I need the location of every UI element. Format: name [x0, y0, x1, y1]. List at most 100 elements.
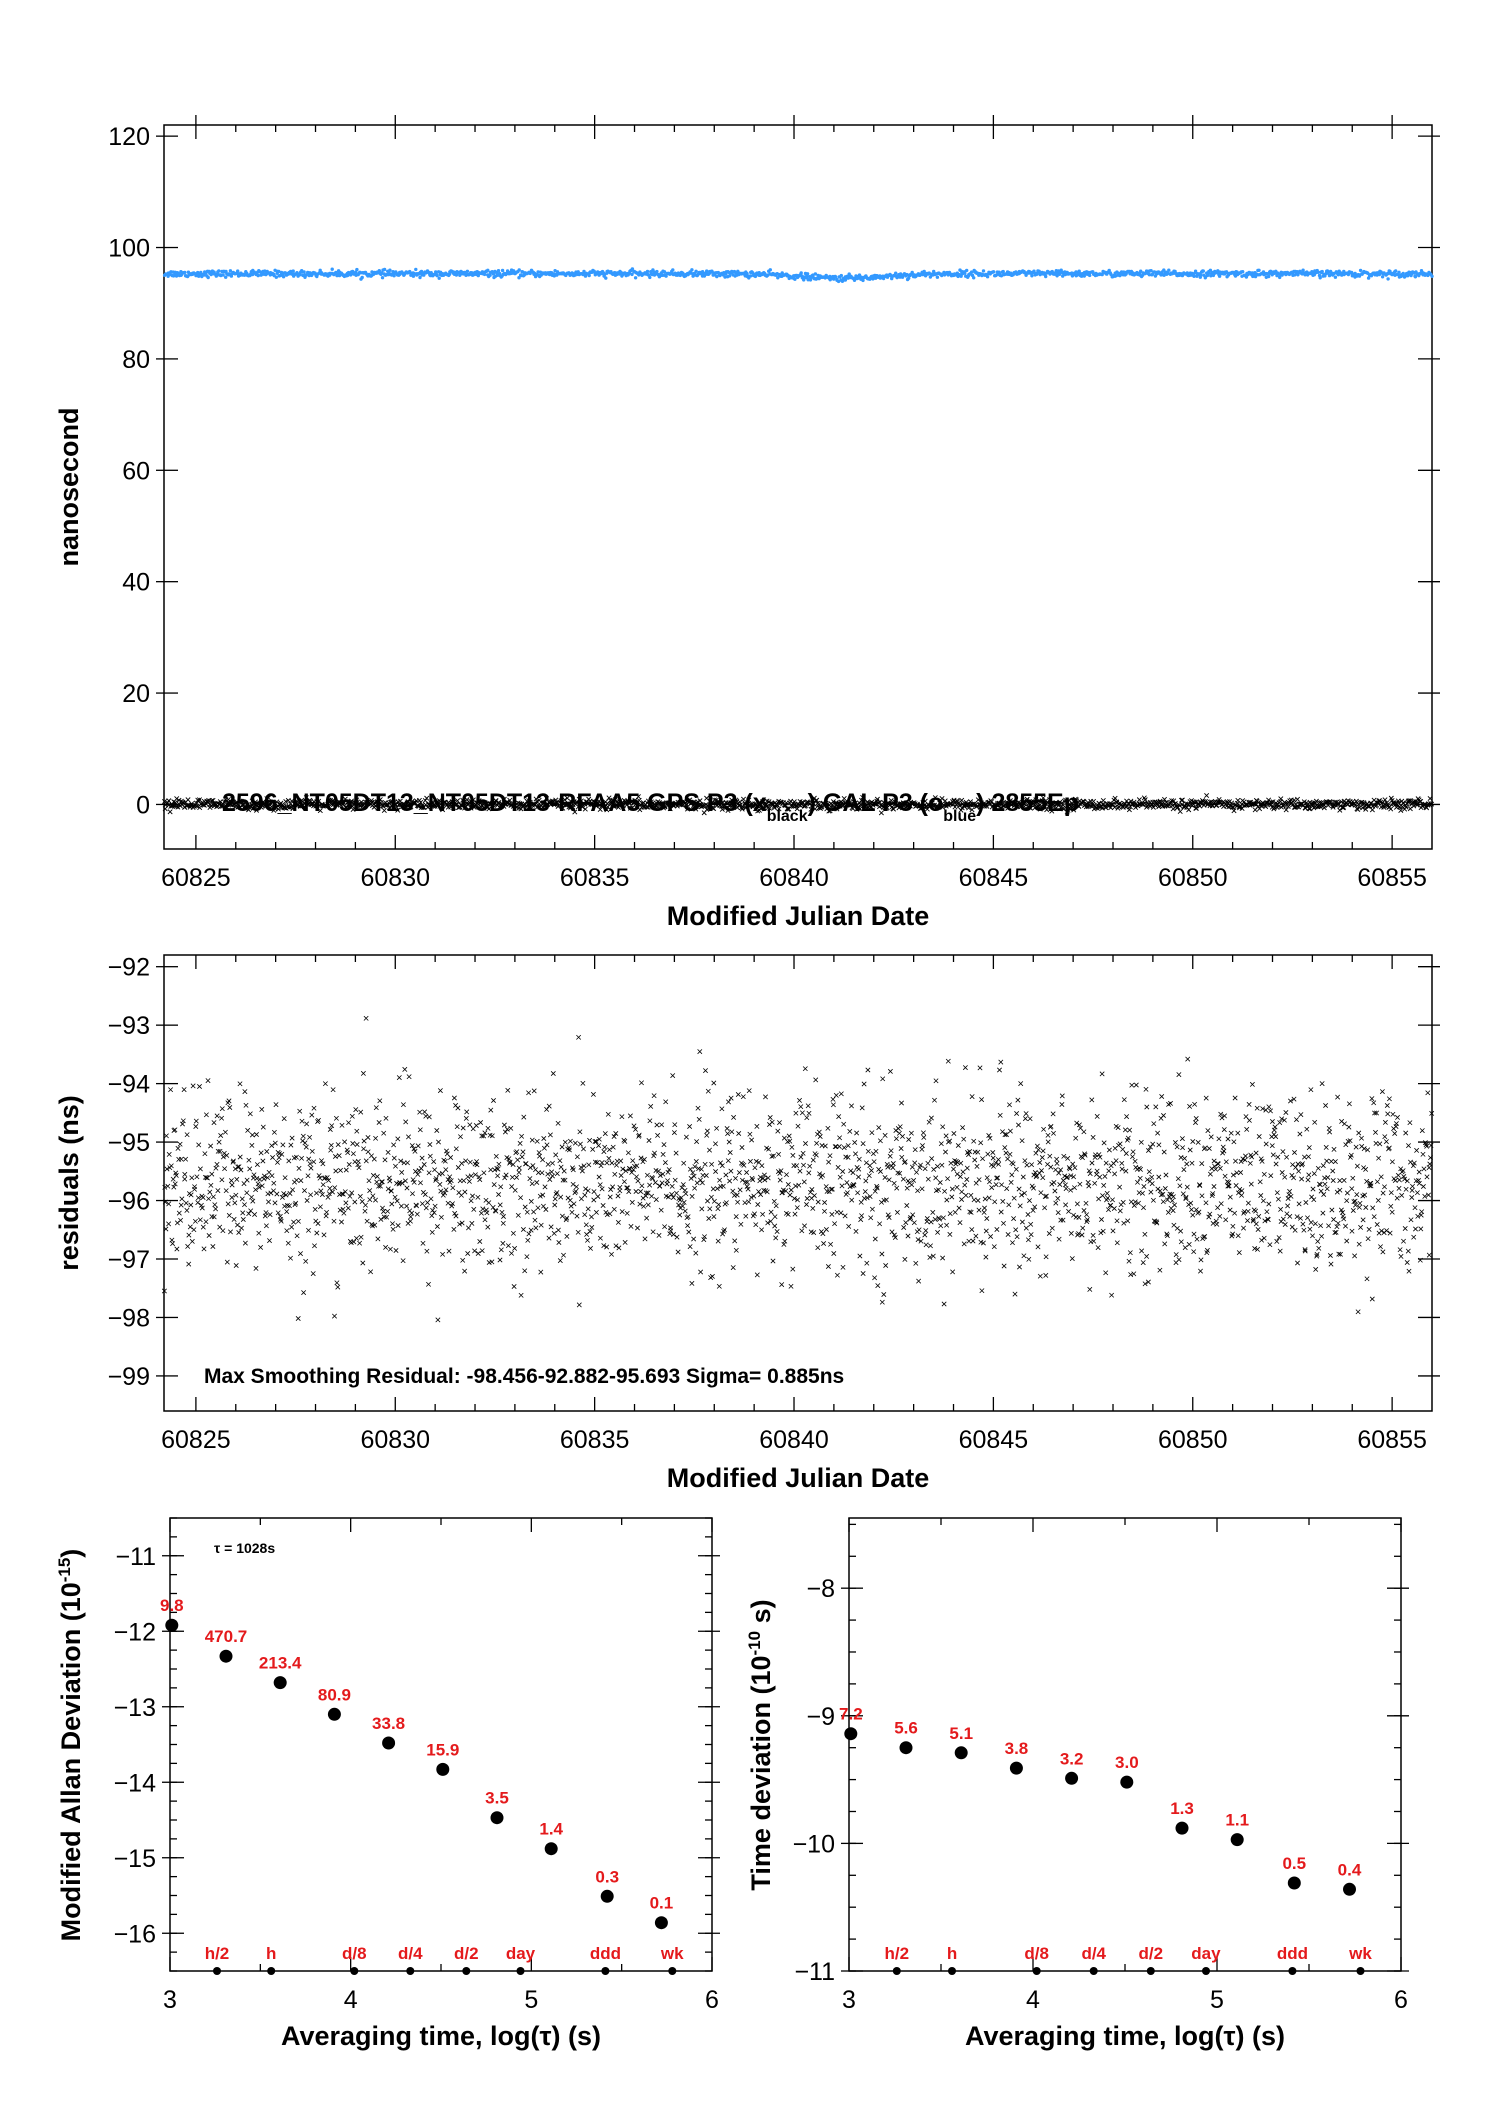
residual-point: [355, 1158, 361, 1164]
residual-point: [361, 1146, 367, 1152]
residual-point: [364, 1218, 370, 1224]
residual-point: [403, 1119, 409, 1125]
residual-point: [709, 1273, 715, 1279]
residual-point: [281, 1116, 287, 1122]
residual-point: [1053, 1200, 1059, 1206]
residual-point: [1140, 1190, 1145, 1196]
gal-point: [1139, 269, 1143, 273]
residual-point: [252, 1212, 258, 1217]
x-tick-label: 60835: [560, 864, 630, 892]
residual-point: [743, 1213, 749, 1219]
residual-point: [538, 1222, 544, 1228]
gal-point: [671, 268, 675, 272]
residual-point: [702, 1161, 708, 1167]
residual-point: [523, 1161, 529, 1167]
gal-point: [705, 269, 709, 273]
residual-point: [1073, 1135, 1079, 1141]
residual-point: [1057, 1182, 1063, 1187]
residual-point: [611, 1206, 617, 1212]
residual-point: [714, 1125, 720, 1131]
gps-point: [167, 809, 173, 815]
residual-point: [753, 1222, 759, 1228]
gal-point: [972, 276, 976, 280]
residual-point: [663, 1099, 669, 1105]
panel2-frame: [163, 954, 1433, 1412]
residual-point: [311, 1105, 317, 1111]
residual-point: [876, 1125, 882, 1131]
residual-point: [602, 1131, 608, 1137]
residual-point: [1098, 1230, 1104, 1236]
residual-point: [955, 1143, 961, 1148]
residual-point: [1149, 1181, 1155, 1187]
residual-point: [683, 1134, 689, 1140]
residual-point: [849, 1197, 855, 1203]
residual-point: [1165, 1209, 1171, 1215]
residual-point: [506, 1156, 512, 1162]
residual-point: [1021, 1253, 1027, 1259]
residual-point: [271, 1129, 277, 1135]
residual-point: [294, 1233, 300, 1239]
residual-point: [367, 1197, 373, 1203]
residual-point: [500, 1240, 506, 1246]
residual-point: [706, 1216, 712, 1221]
residual-point: [526, 1231, 532, 1237]
residual-point: [1138, 1139, 1144, 1145]
residual-point: [360, 1070, 366, 1076]
residual-point: [841, 1121, 847, 1127]
residual-point: [1106, 1147, 1112, 1153]
residual-point: [1096, 1196, 1102, 1202]
residual-point: [922, 1166, 928, 1172]
residual-point: [470, 1193, 475, 1199]
residual-point: [500, 1220, 506, 1226]
residual-point: [248, 1208, 254, 1214]
residual-point: [197, 1217, 203, 1223]
residual-point: [197, 1084, 202, 1089]
residual-point: [409, 1210, 415, 1216]
residual-point: [491, 1182, 497, 1188]
residual-point: [1033, 1150, 1039, 1156]
residual-point: [844, 1180, 850, 1186]
residual-point: [759, 1163, 765, 1169]
residual-point: [832, 1221, 838, 1227]
gal-point: [418, 275, 422, 280]
residual-point: [872, 1275, 878, 1281]
residual-point: [859, 1105, 865, 1111]
residual-point: [306, 1156, 312, 1162]
residual-point: [497, 1202, 503, 1208]
gps-point: [1398, 807, 1404, 814]
y-tick-label: 100: [108, 235, 150, 263]
residual-point: [1172, 1202, 1177, 1208]
residual-point: [904, 1185, 910, 1191]
residual-point: [524, 1254, 530, 1260]
residual-point: [1150, 1141, 1156, 1147]
residual-point: [979, 1097, 985, 1103]
residual-point: [488, 1107, 494, 1113]
residual-point: [574, 1184, 579, 1190]
residual-point: [1011, 1216, 1017, 1222]
residual-point: [777, 1177, 783, 1183]
gal-point: [250, 272, 255, 277]
residual-point: [1133, 1082, 1139, 1088]
residual-point: [1065, 1155, 1071, 1161]
residual-point: [906, 1137, 912, 1142]
residual-point: [436, 1139, 441, 1145]
residual-point: [235, 1222, 240, 1228]
residual-point: [1074, 1201, 1080, 1207]
residual-point: [400, 1102, 406, 1108]
residual-point: [1129, 1082, 1135, 1088]
gps-point: [175, 804, 181, 810]
residual-point: [959, 1197, 965, 1202]
residual-point: [698, 1166, 704, 1172]
residual-point: [434, 1224, 440, 1229]
residual-point: [269, 1143, 275, 1149]
residual-point: [215, 1188, 221, 1194]
residual-point: [227, 1105, 233, 1110]
residual-point: [1023, 1111, 1029, 1117]
residual-point: [1025, 1237, 1031, 1243]
residual-point: [646, 1138, 652, 1143]
residual-point: [1127, 1250, 1133, 1256]
residual-point: [463, 1115, 469, 1121]
residual-point: [696, 1116, 702, 1122]
residual-point: [302, 1188, 307, 1194]
residual-point: [697, 1049, 703, 1055]
